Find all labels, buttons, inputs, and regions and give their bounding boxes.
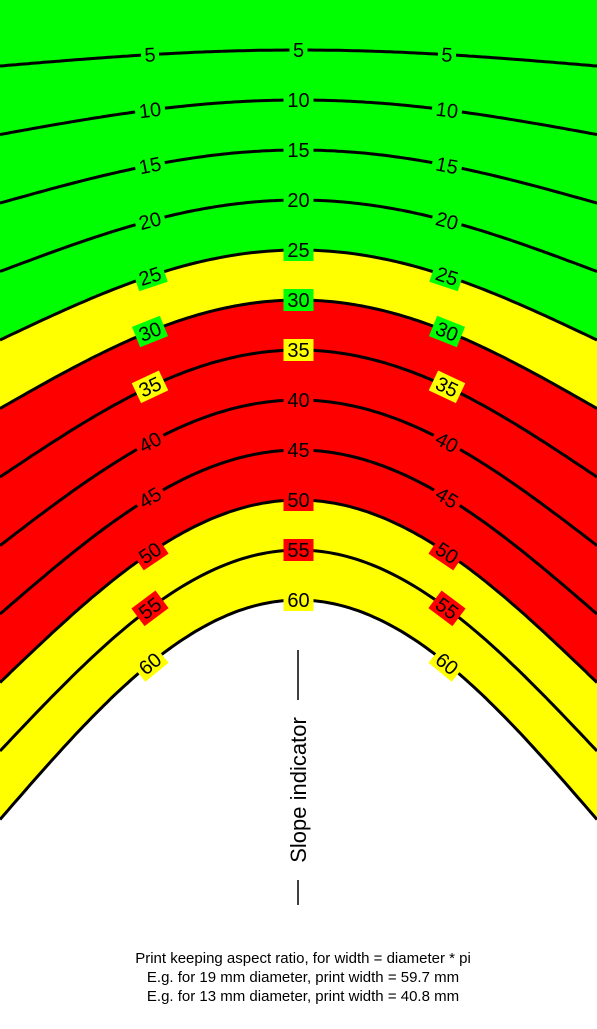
contour-label-15: 15 <box>287 140 309 162</box>
contour-label-group-20: 20 <box>429 206 465 236</box>
contour-label-bg <box>133 151 167 180</box>
contour-label-35: 35 <box>287 340 309 362</box>
contour-label-5: 5 <box>293 40 304 62</box>
contour-label-group-45: 45 <box>283 439 314 462</box>
contour-label-bg <box>428 590 466 627</box>
slope-indicator-label: Slope indicator <box>286 717 311 863</box>
band-30 <box>0 250 597 409</box>
contour-label-20: 20 <box>433 208 460 235</box>
slope-indicator: Slope indicator <box>286 650 311 905</box>
contour-label-20: 20 <box>137 208 164 235</box>
contour-label-40: 40 <box>287 390 309 412</box>
contour-label-bg <box>131 370 169 404</box>
contour-label-group-5: 5 <box>140 43 160 67</box>
contour-label-10: 10 <box>434 99 459 124</box>
contour-label-group-10: 10 <box>283 89 314 112</box>
print-note-1: Print keeping aspect ratio, for width = … <box>135 950 471 967</box>
contour-label-bg <box>283 489 314 511</box>
contour-label-5: 5 <box>144 44 156 67</box>
contour-label-bg <box>131 480 169 515</box>
contour-label-bg <box>428 535 466 571</box>
contour-label-bg <box>428 425 466 459</box>
contour-label-group-15: 15 <box>283 139 314 162</box>
contour-label-group-50: 50 <box>283 489 314 512</box>
print-notes: Print keeping aspect ratio, for width = … <box>135 950 471 1005</box>
contour-label-group-5: 5 <box>289 39 308 62</box>
contour-labels: 5 5 510 10 101515152020202525253030303535354… <box>131 39 466 682</box>
contour-label-55: 55 <box>287 540 309 562</box>
contour-label-group-25: 25 <box>283 239 314 262</box>
contour-label-bg <box>131 590 169 627</box>
contour-label-group-10: 10 <box>133 97 167 124</box>
contour-label-bg <box>428 480 466 515</box>
contour-label-30: 30 <box>287 290 309 312</box>
contour-label-group-55: 55 <box>131 590 169 627</box>
contour-label-bg <box>132 260 168 292</box>
contour-label-5: 5 <box>441 44 453 67</box>
contour-label-bg <box>283 239 314 261</box>
contour-label-group-10: 10 <box>430 97 464 124</box>
contour-label-group-5: 5 <box>437 43 457 67</box>
contour-label-bg <box>430 97 464 123</box>
contour-label-25: 25 <box>287 240 309 262</box>
contour-label-bg <box>132 206 168 236</box>
contour-label-bg <box>131 315 169 348</box>
contour-label-bg <box>283 289 314 311</box>
band-15 <box>0 100 597 203</box>
contour-label-bg <box>428 315 466 348</box>
contour-label-bg <box>429 206 465 236</box>
contour-label-bg <box>429 260 465 292</box>
contour-label-group-25: 25 <box>429 260 465 292</box>
contour-label-bg <box>131 535 169 571</box>
contour-label-15: 15 <box>137 153 163 179</box>
band-20 <box>0 150 597 272</box>
contour-label-60: 60 <box>287 590 309 612</box>
contour-label-bg <box>430 151 464 180</box>
contour-label-50: 50 <box>287 490 309 512</box>
contour-label-group-40: 40 <box>283 389 314 412</box>
contour-label-bg <box>428 645 466 682</box>
contour-label-bg <box>283 389 314 411</box>
contour-label-bg <box>133 97 167 123</box>
contour-label-group-15: 15 <box>133 151 167 180</box>
contour-label-bg <box>131 645 169 682</box>
contour-label-bg <box>283 539 314 561</box>
contour-label-group-55: 55 <box>283 539 314 562</box>
contour-label-group-15: 15 <box>430 151 464 180</box>
contour-label-20: 20 <box>287 190 309 212</box>
contour-label-bg <box>283 589 314 611</box>
band-35 <box>0 300 597 477</box>
contour-label-bg <box>140 43 160 67</box>
contour-label-bg <box>283 189 314 211</box>
contour-label-group-60: 60 <box>283 589 314 612</box>
contour-label-15: 15 <box>434 153 460 179</box>
contour-label-bg <box>283 89 314 111</box>
print-note-3: E.g. for 13 mm diameter, print width = 4… <box>147 988 459 1005</box>
contour-label-group-35: 35 <box>283 339 314 362</box>
contour-label-10: 10 <box>138 99 163 124</box>
contour-label-group-25: 25 <box>132 260 168 292</box>
contour-label-bg <box>283 139 314 161</box>
contour-label-bg <box>428 370 466 404</box>
contour-label-bg <box>131 425 169 459</box>
contour-label-bg <box>289 39 308 61</box>
contour-label-10: 10 <box>287 90 309 112</box>
contour-label-group-20: 20 <box>283 189 314 212</box>
contour-label-bg <box>437 43 457 67</box>
band-25 <box>0 200 597 340</box>
contour-label-45: 45 <box>287 440 309 462</box>
print-note-2: E.g. for 19 mm diameter, print width = 5… <box>147 969 459 986</box>
contour-label-group-30: 30 <box>283 289 314 312</box>
contour-label-group-20: 20 <box>132 206 168 236</box>
contour-label-bg <box>283 339 314 361</box>
contour-label-bg <box>283 439 314 461</box>
